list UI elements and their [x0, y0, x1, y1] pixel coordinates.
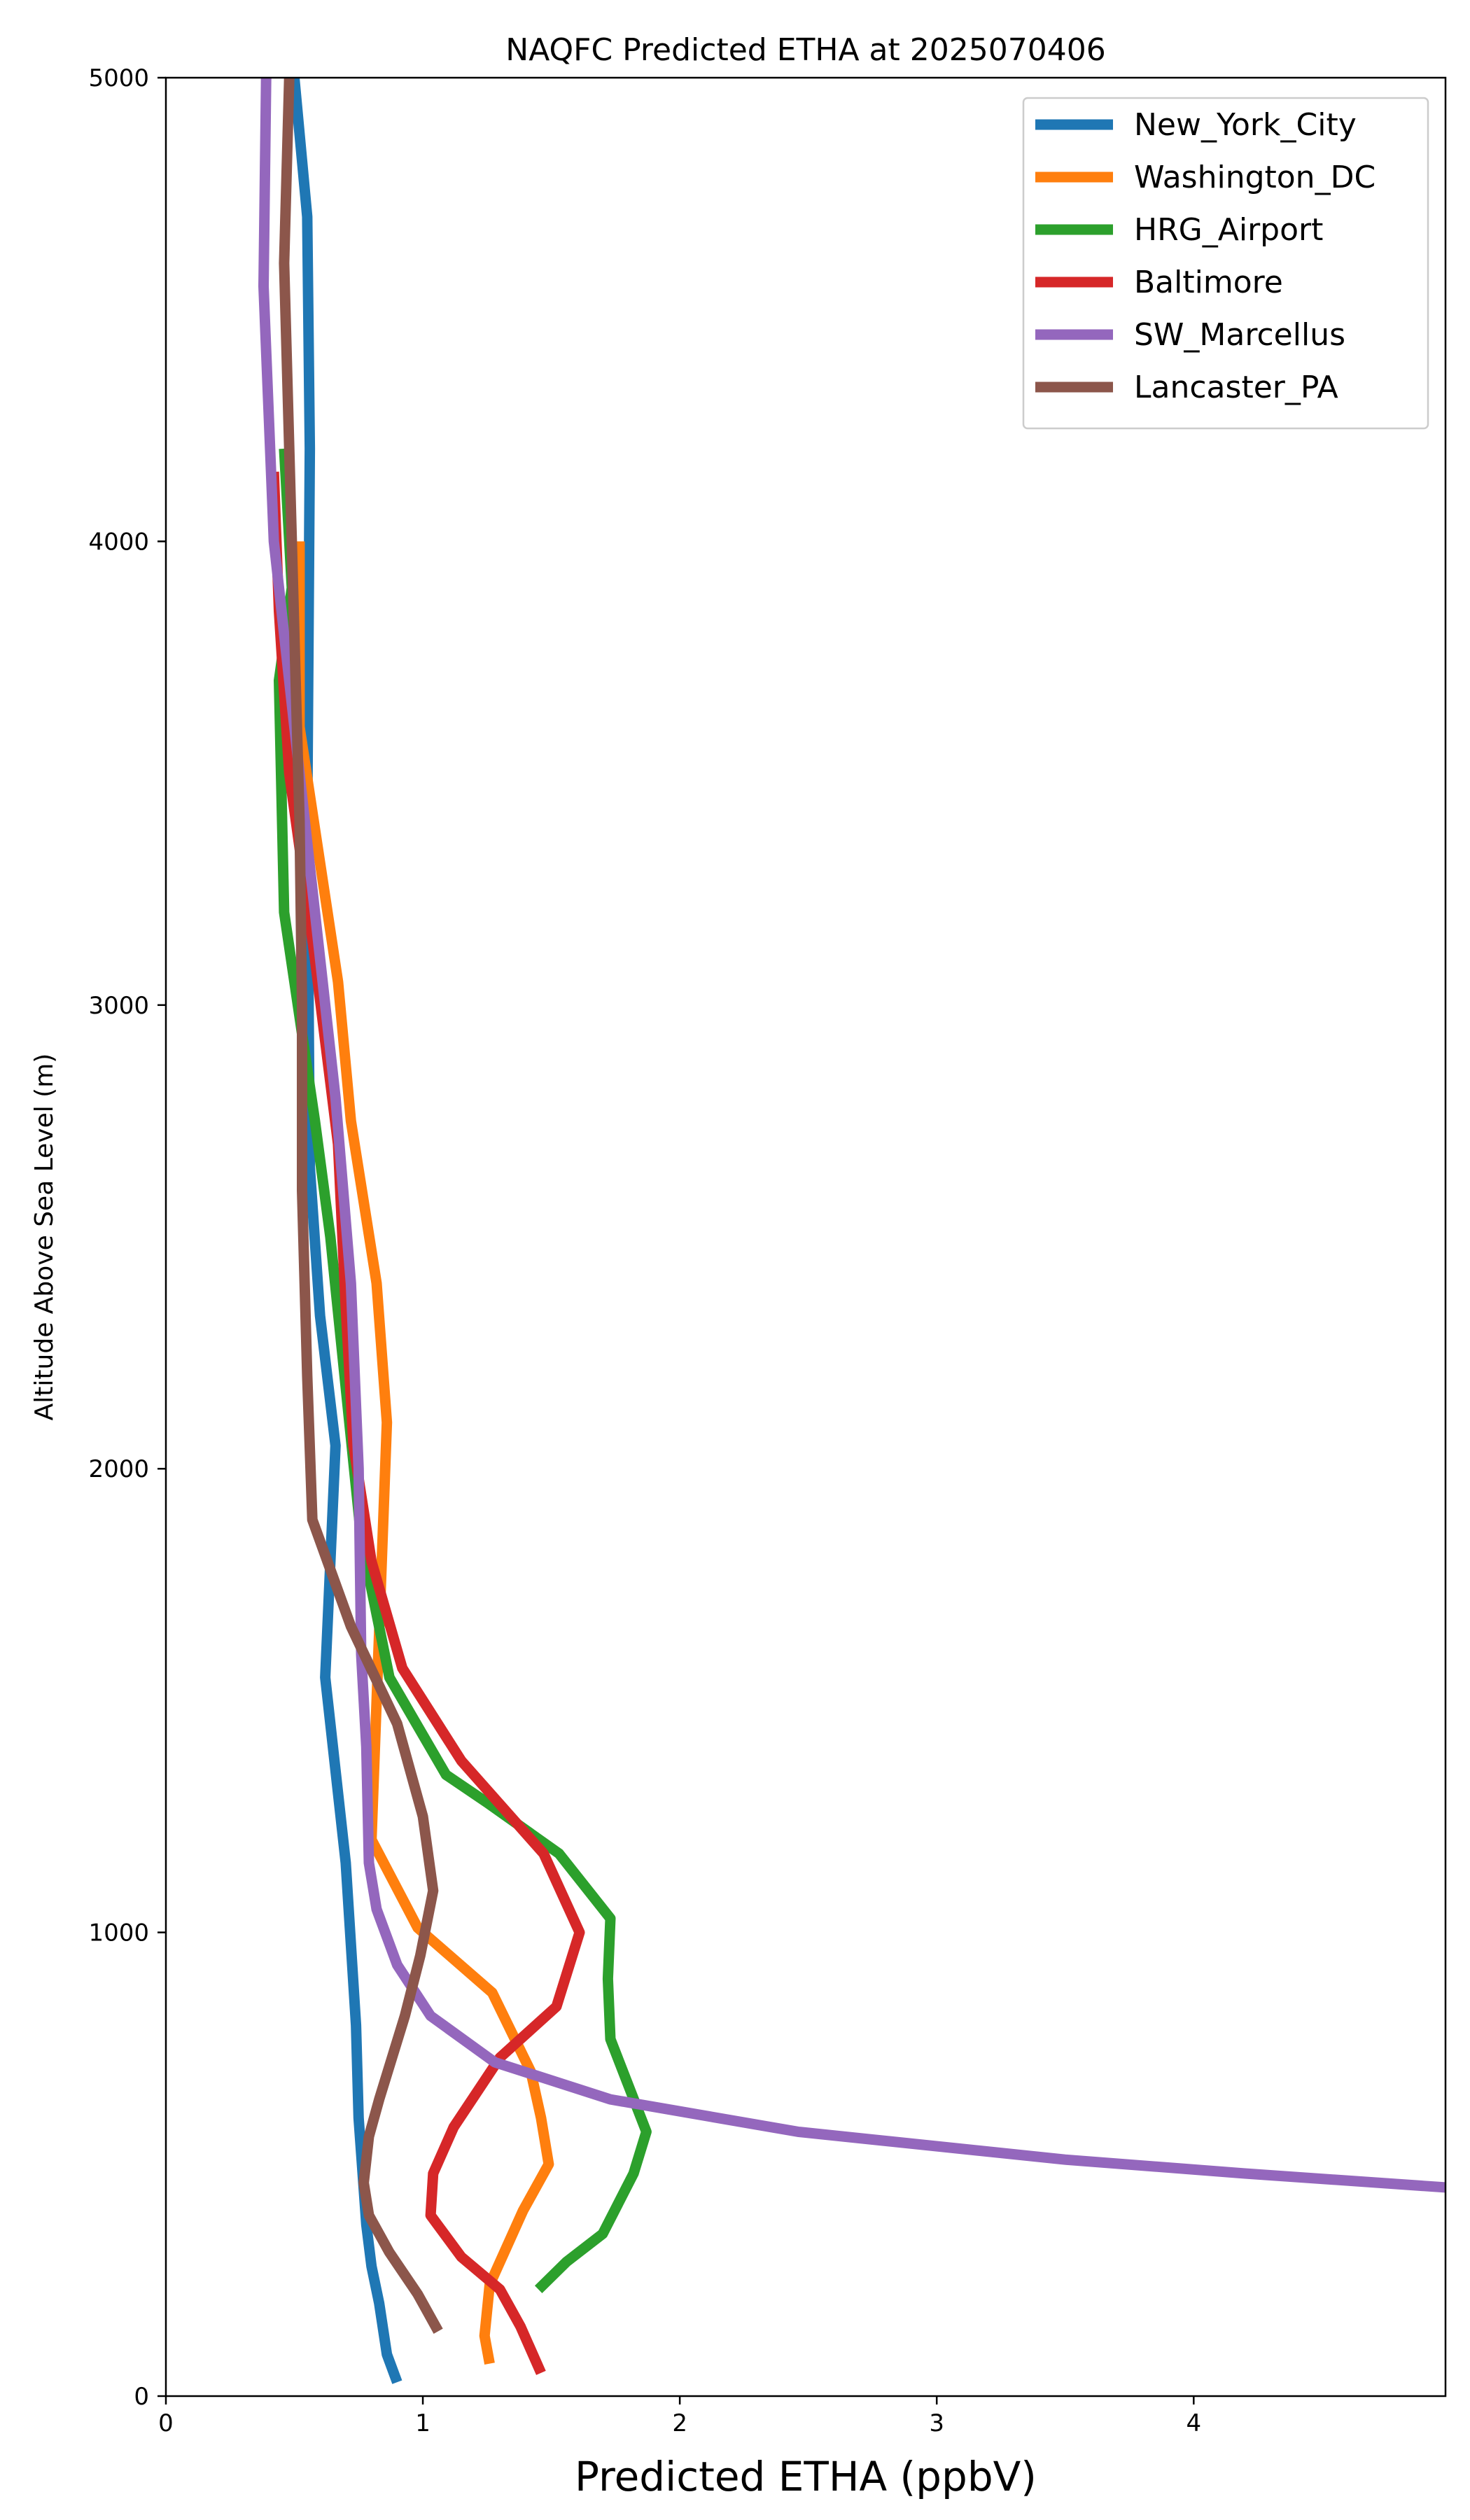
y-tick-label: 2000: [88, 1455, 149, 1483]
y-tick-label: 0: [134, 2383, 149, 2411]
chart-title: NAQFC Predicted ETHA at 2025070406: [505, 32, 1105, 68]
plot-frame: [164, 76, 1447, 2398]
x-tick-label: 2: [672, 2409, 687, 2437]
legend-label: New_York_City: [1134, 107, 1357, 143]
x-tick-label: 0: [158, 2409, 174, 2437]
legend-box: [1022, 97, 1429, 430]
y-axis-ticks: 0 1000 2000 3000 4000 5000: [88, 64, 166, 2411]
series-line-new-york-city: [289, 78, 402, 2384]
series-layer: [258, 78, 1446, 2384]
y-tick-label: 5000: [88, 64, 149, 92]
x-tick-label: 4: [1186, 2409, 1201, 2437]
y-tick-label: 3000: [88, 992, 149, 1020]
x-tick-label: 3: [929, 2409, 944, 2437]
x-axis-label: Predicted ETHA (ppbV): [575, 2453, 1037, 2500]
legend-label: Lancaster_PA: [1134, 370, 1338, 405]
series-line-hrg-airport: [274, 448, 652, 2293]
legend-label: Baltimore: [1134, 265, 1283, 300]
y-tick-label: 1000: [88, 1919, 149, 1947]
y-axis-label: Altitude Above Sea Level (m): [30, 1054, 59, 1421]
legend-label: SW_Marcellus: [1134, 317, 1345, 353]
x-axis-ticks: 0 1 2 3 4: [158, 2396, 1201, 2437]
y-tick-label: 4000: [88, 528, 149, 556]
series-line-washington-dc: [294, 541, 554, 2365]
x-tick-label: 1: [415, 2409, 430, 2437]
legend-label: Washington_DC: [1134, 160, 1376, 195]
legend-label: HRG_Airport: [1134, 212, 1323, 248]
series-line-lancaster-pa: [279, 78, 443, 2334]
legend: New_York_City Washington_DC HRG_Airport Bal…: [1022, 97, 1429, 430]
